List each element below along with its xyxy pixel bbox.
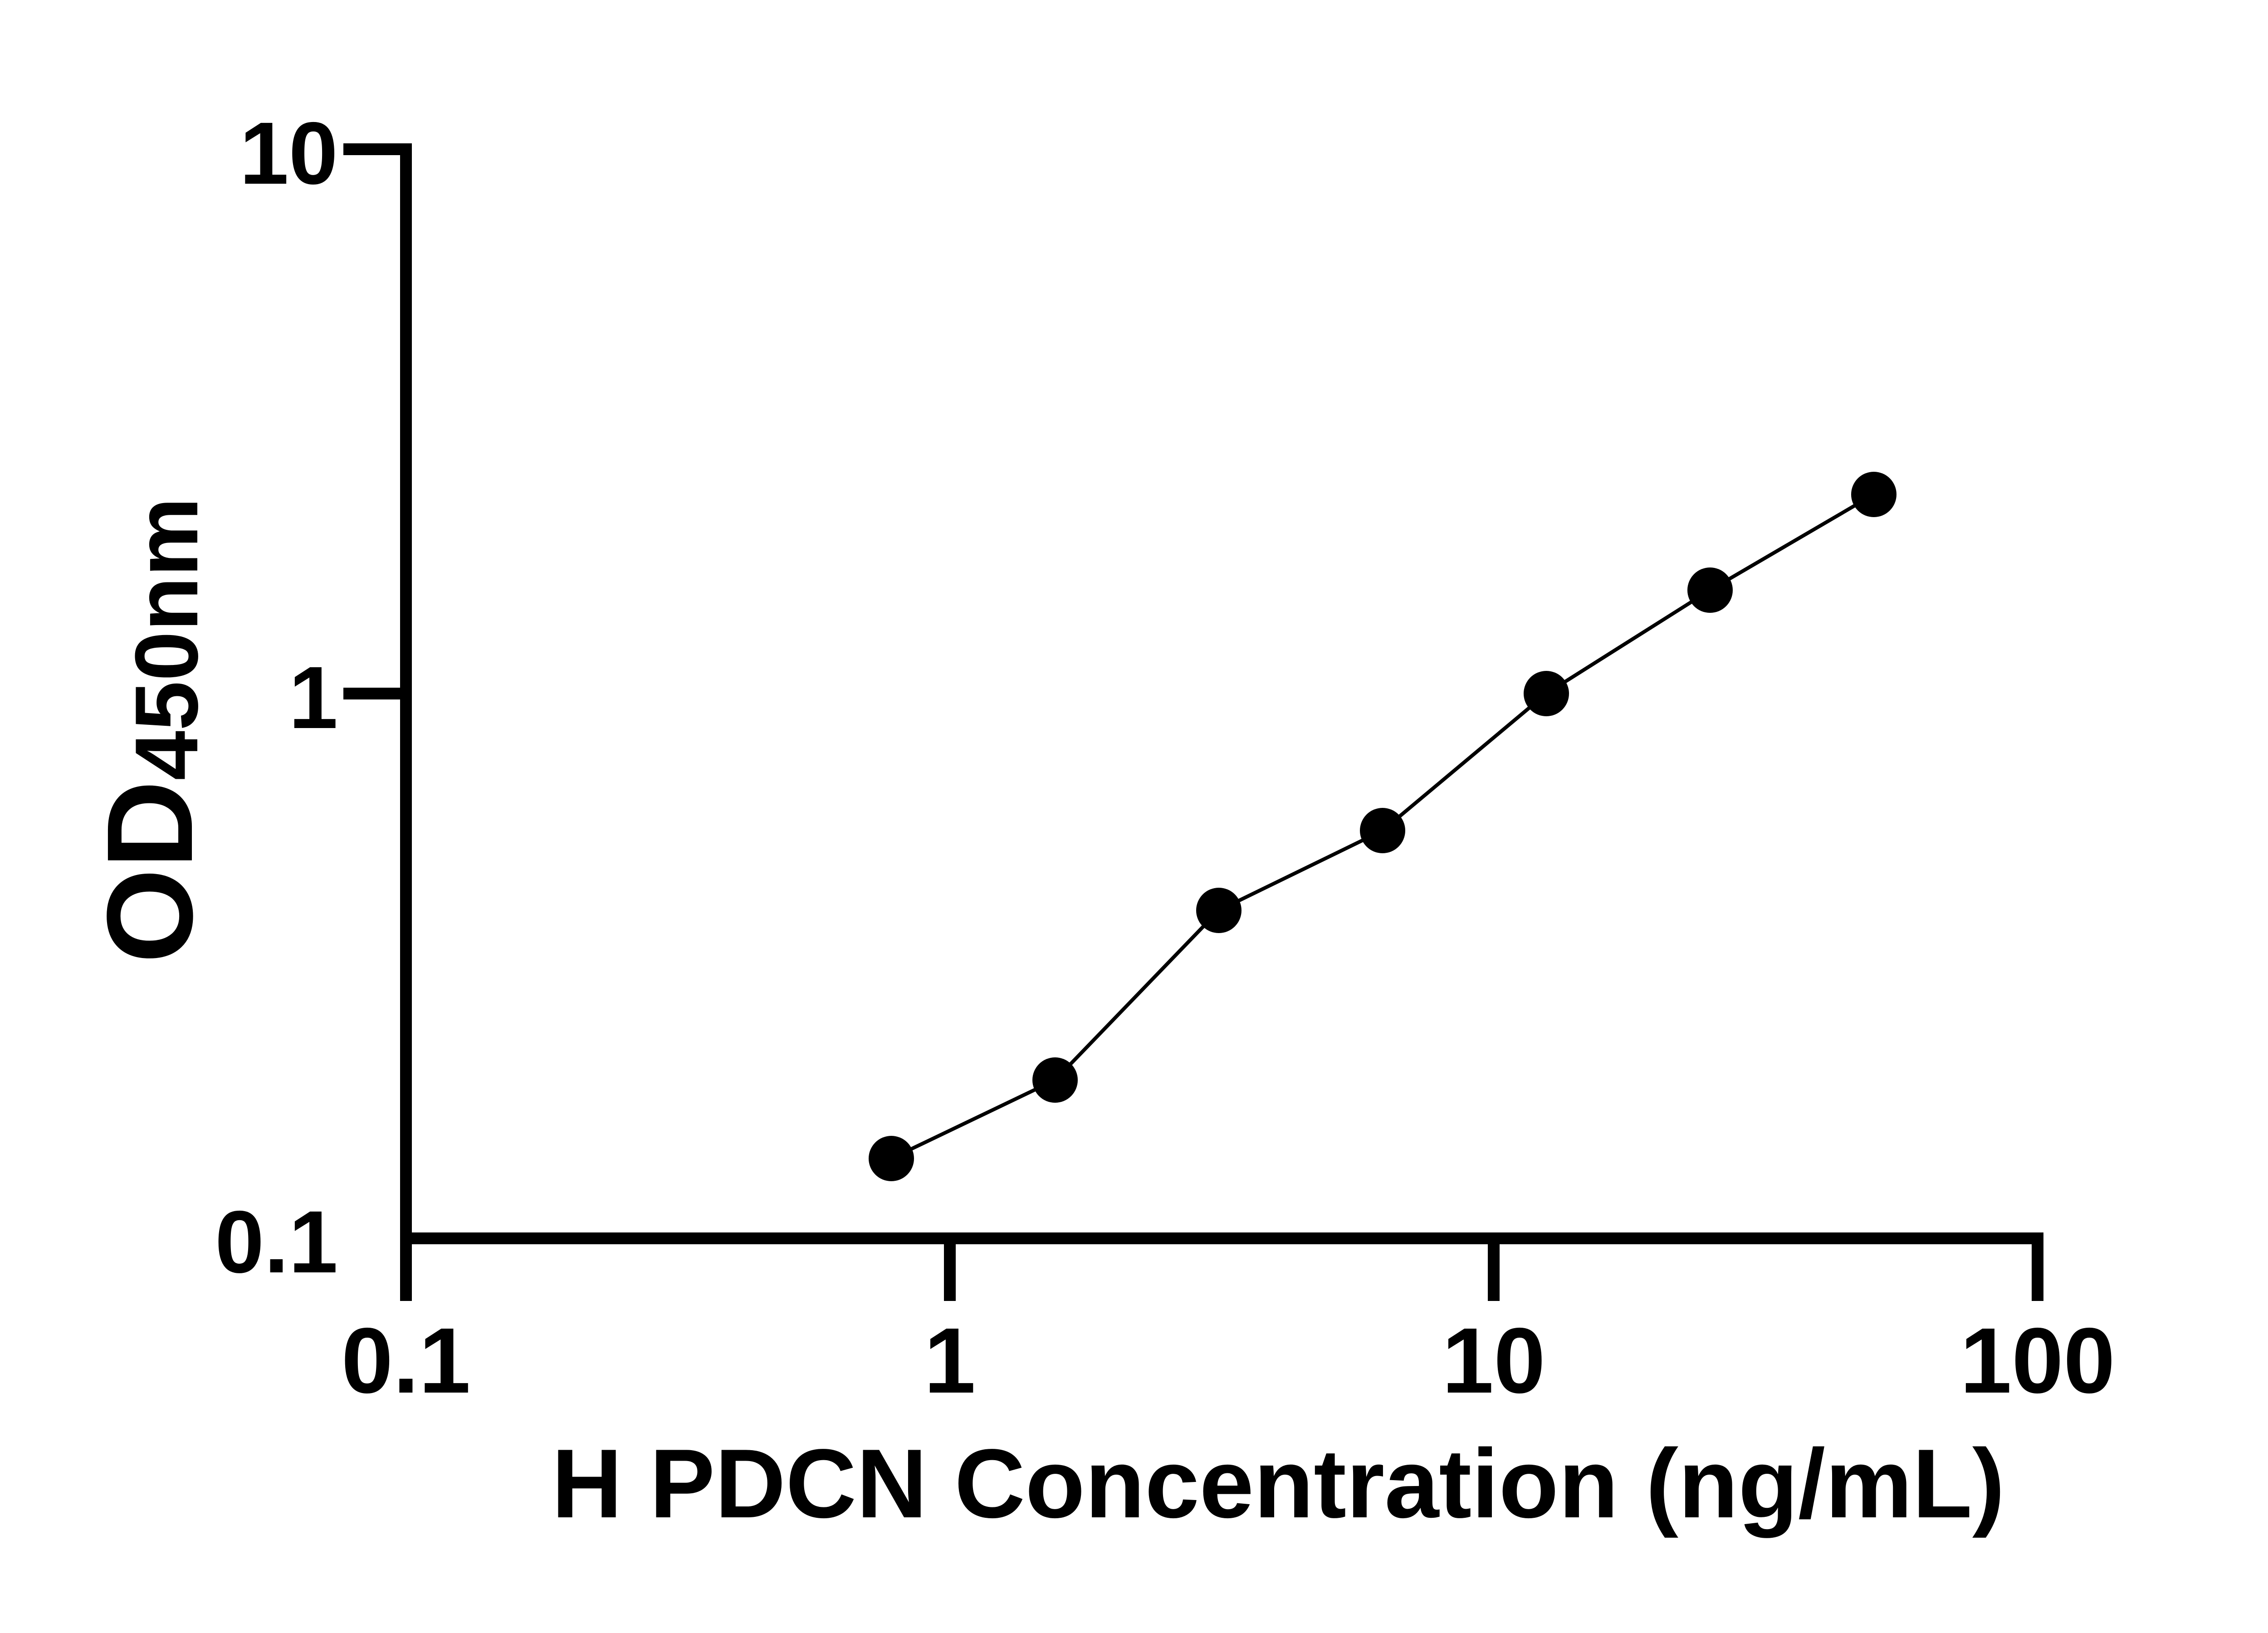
svg-text:0.1: 0.1 (342, 1309, 471, 1413)
svg-text:100: 100 (1960, 1309, 2115, 1413)
svg-text:1: 1 (924, 1309, 976, 1413)
svg-text:1: 1 (289, 648, 338, 747)
svg-text:10: 10 (240, 104, 338, 203)
svg-text:0.1: 0.1 (215, 1193, 338, 1291)
svg-text:H PDCN Concentration (ng/mL): H PDCN Concentration (ng/mL) (552, 1428, 2005, 1538)
svg-text:10: 10 (1442, 1309, 1545, 1413)
